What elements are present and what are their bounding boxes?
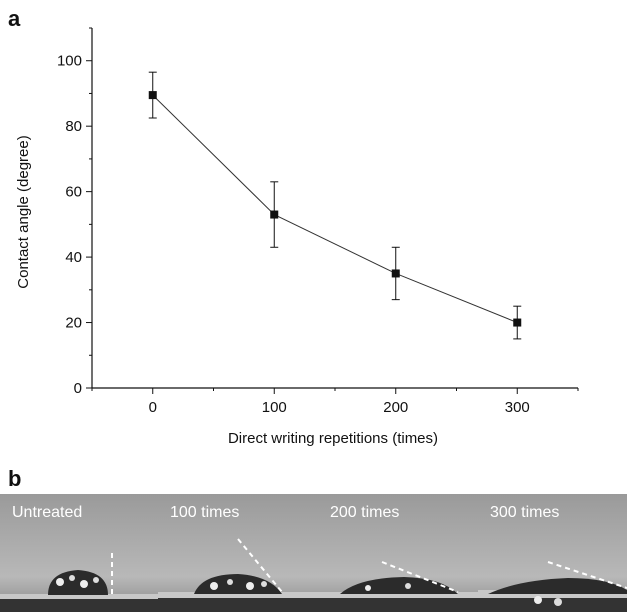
photo-caption: 300 times	[490, 504, 560, 521]
y-tick-label: 40	[65, 249, 82, 266]
droplet-image	[0, 494, 158, 612]
data-point-marker	[270, 210, 279, 219]
y-tick-label: 60	[65, 184, 82, 201]
series-line	[152, 94, 518, 324]
panel-a-label: a	[8, 6, 21, 31]
contact-angle-chart: 0 20 40 60 80 100 0 100 200 300 Direct writing re…	[15, 27, 579, 447]
y-tick-label: 20	[65, 315, 82, 332]
x-tick-label: 100	[262, 399, 287, 416]
y-axis-label: Contact angle (degree)	[15, 135, 32, 288]
x-tick-label: 200	[383, 399, 408, 416]
x-axis-label: Direct writing repetitions (times)	[228, 430, 438, 447]
y-tick-label: 100	[57, 53, 82, 70]
droplet-photo-300: 300 times	[478, 494, 627, 612]
droplet-photo-100: 100 times	[158, 494, 318, 612]
panel-b-label: b	[8, 466, 22, 491]
data-point-marker	[391, 269, 400, 278]
photo-caption: 200 times	[330, 504, 400, 521]
y-tick-label: 0	[74, 380, 82, 397]
data-point-marker	[513, 318, 522, 327]
y-tick-label: 80	[65, 118, 82, 135]
chart-axes: 0 20 40 60 80 100 0 100 200 300	[57, 27, 579, 416]
droplet-photo-untreated: Untreated	[0, 494, 158, 612]
droplet-photo-200: 200 times	[318, 494, 478, 612]
droplet-image	[478, 494, 627, 612]
x-tick-label: 0	[149, 399, 157, 416]
chart-series	[148, 71, 522, 340]
photo-caption: Untreated	[12, 504, 83, 521]
droplet-image	[158, 494, 318, 612]
droplet-photo-strip: Untreated 100 times 200 times	[0, 494, 627, 612]
photo-caption: 100 times	[170, 504, 240, 521]
data-point-marker	[148, 91, 157, 100]
droplet-image	[318, 494, 478, 612]
x-tick-label: 300	[505, 399, 530, 416]
